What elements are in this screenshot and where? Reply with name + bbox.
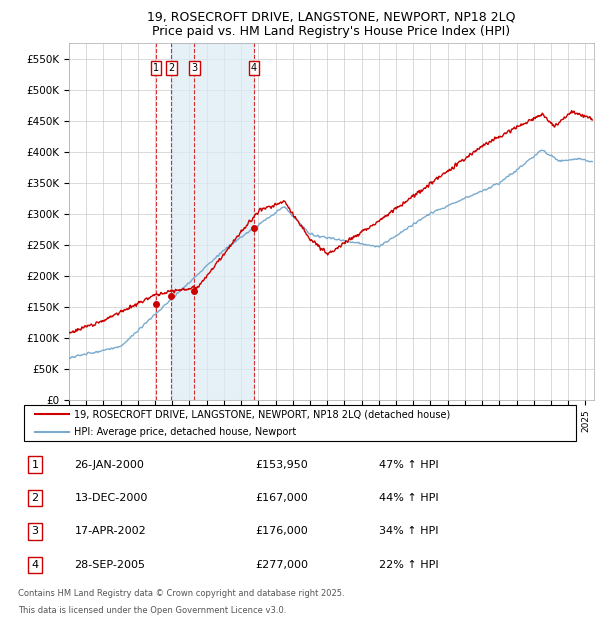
Text: £176,000: £176,000 — [255, 526, 308, 536]
Text: Contains HM Land Registry data © Crown copyright and database right 2025.: Contains HM Land Registry data © Crown c… — [18, 588, 344, 598]
Text: 1: 1 — [31, 459, 38, 469]
Text: 1: 1 — [153, 63, 160, 73]
Bar — [172, 43, 254, 400]
FancyBboxPatch shape — [23, 405, 577, 441]
Text: 26-JAN-2000: 26-JAN-2000 — [74, 459, 144, 469]
Text: 22% ↑ HPI: 22% ↑ HPI — [379, 560, 439, 570]
Text: 34% ↑ HPI: 34% ↑ HPI — [379, 526, 439, 536]
Text: 4: 4 — [251, 63, 257, 73]
Text: 17-APR-2002: 17-APR-2002 — [74, 526, 146, 536]
Text: 13-DEC-2000: 13-DEC-2000 — [74, 493, 148, 503]
Text: £277,000: £277,000 — [255, 560, 308, 570]
Text: This data is licensed under the Open Government Licence v3.0.: This data is licensed under the Open Gov… — [18, 606, 286, 615]
Text: 2: 2 — [31, 493, 38, 503]
Text: £153,950: £153,950 — [255, 459, 308, 469]
Text: 44% ↑ HPI: 44% ↑ HPI — [379, 493, 439, 503]
Text: 3: 3 — [31, 526, 38, 536]
Text: 19, ROSECROFT DRIVE, LANGSTONE, NEWPORT, NP18 2LQ (detached house): 19, ROSECROFT DRIVE, LANGSTONE, NEWPORT,… — [74, 409, 451, 419]
Text: 4: 4 — [31, 560, 38, 570]
Text: £167,000: £167,000 — [255, 493, 308, 503]
Text: HPI: Average price, detached house, Newport: HPI: Average price, detached house, Newp… — [74, 427, 296, 437]
Text: 2: 2 — [168, 63, 175, 73]
Text: 3: 3 — [191, 63, 197, 73]
Text: 28-SEP-2005: 28-SEP-2005 — [74, 560, 145, 570]
Text: 47% ↑ HPI: 47% ↑ HPI — [379, 459, 439, 469]
Title: 19, ROSECROFT DRIVE, LANGSTONE, NEWPORT, NP18 2LQ
Price paid vs. HM Land Registr: 19, ROSECROFT DRIVE, LANGSTONE, NEWPORT,… — [147, 10, 516, 38]
